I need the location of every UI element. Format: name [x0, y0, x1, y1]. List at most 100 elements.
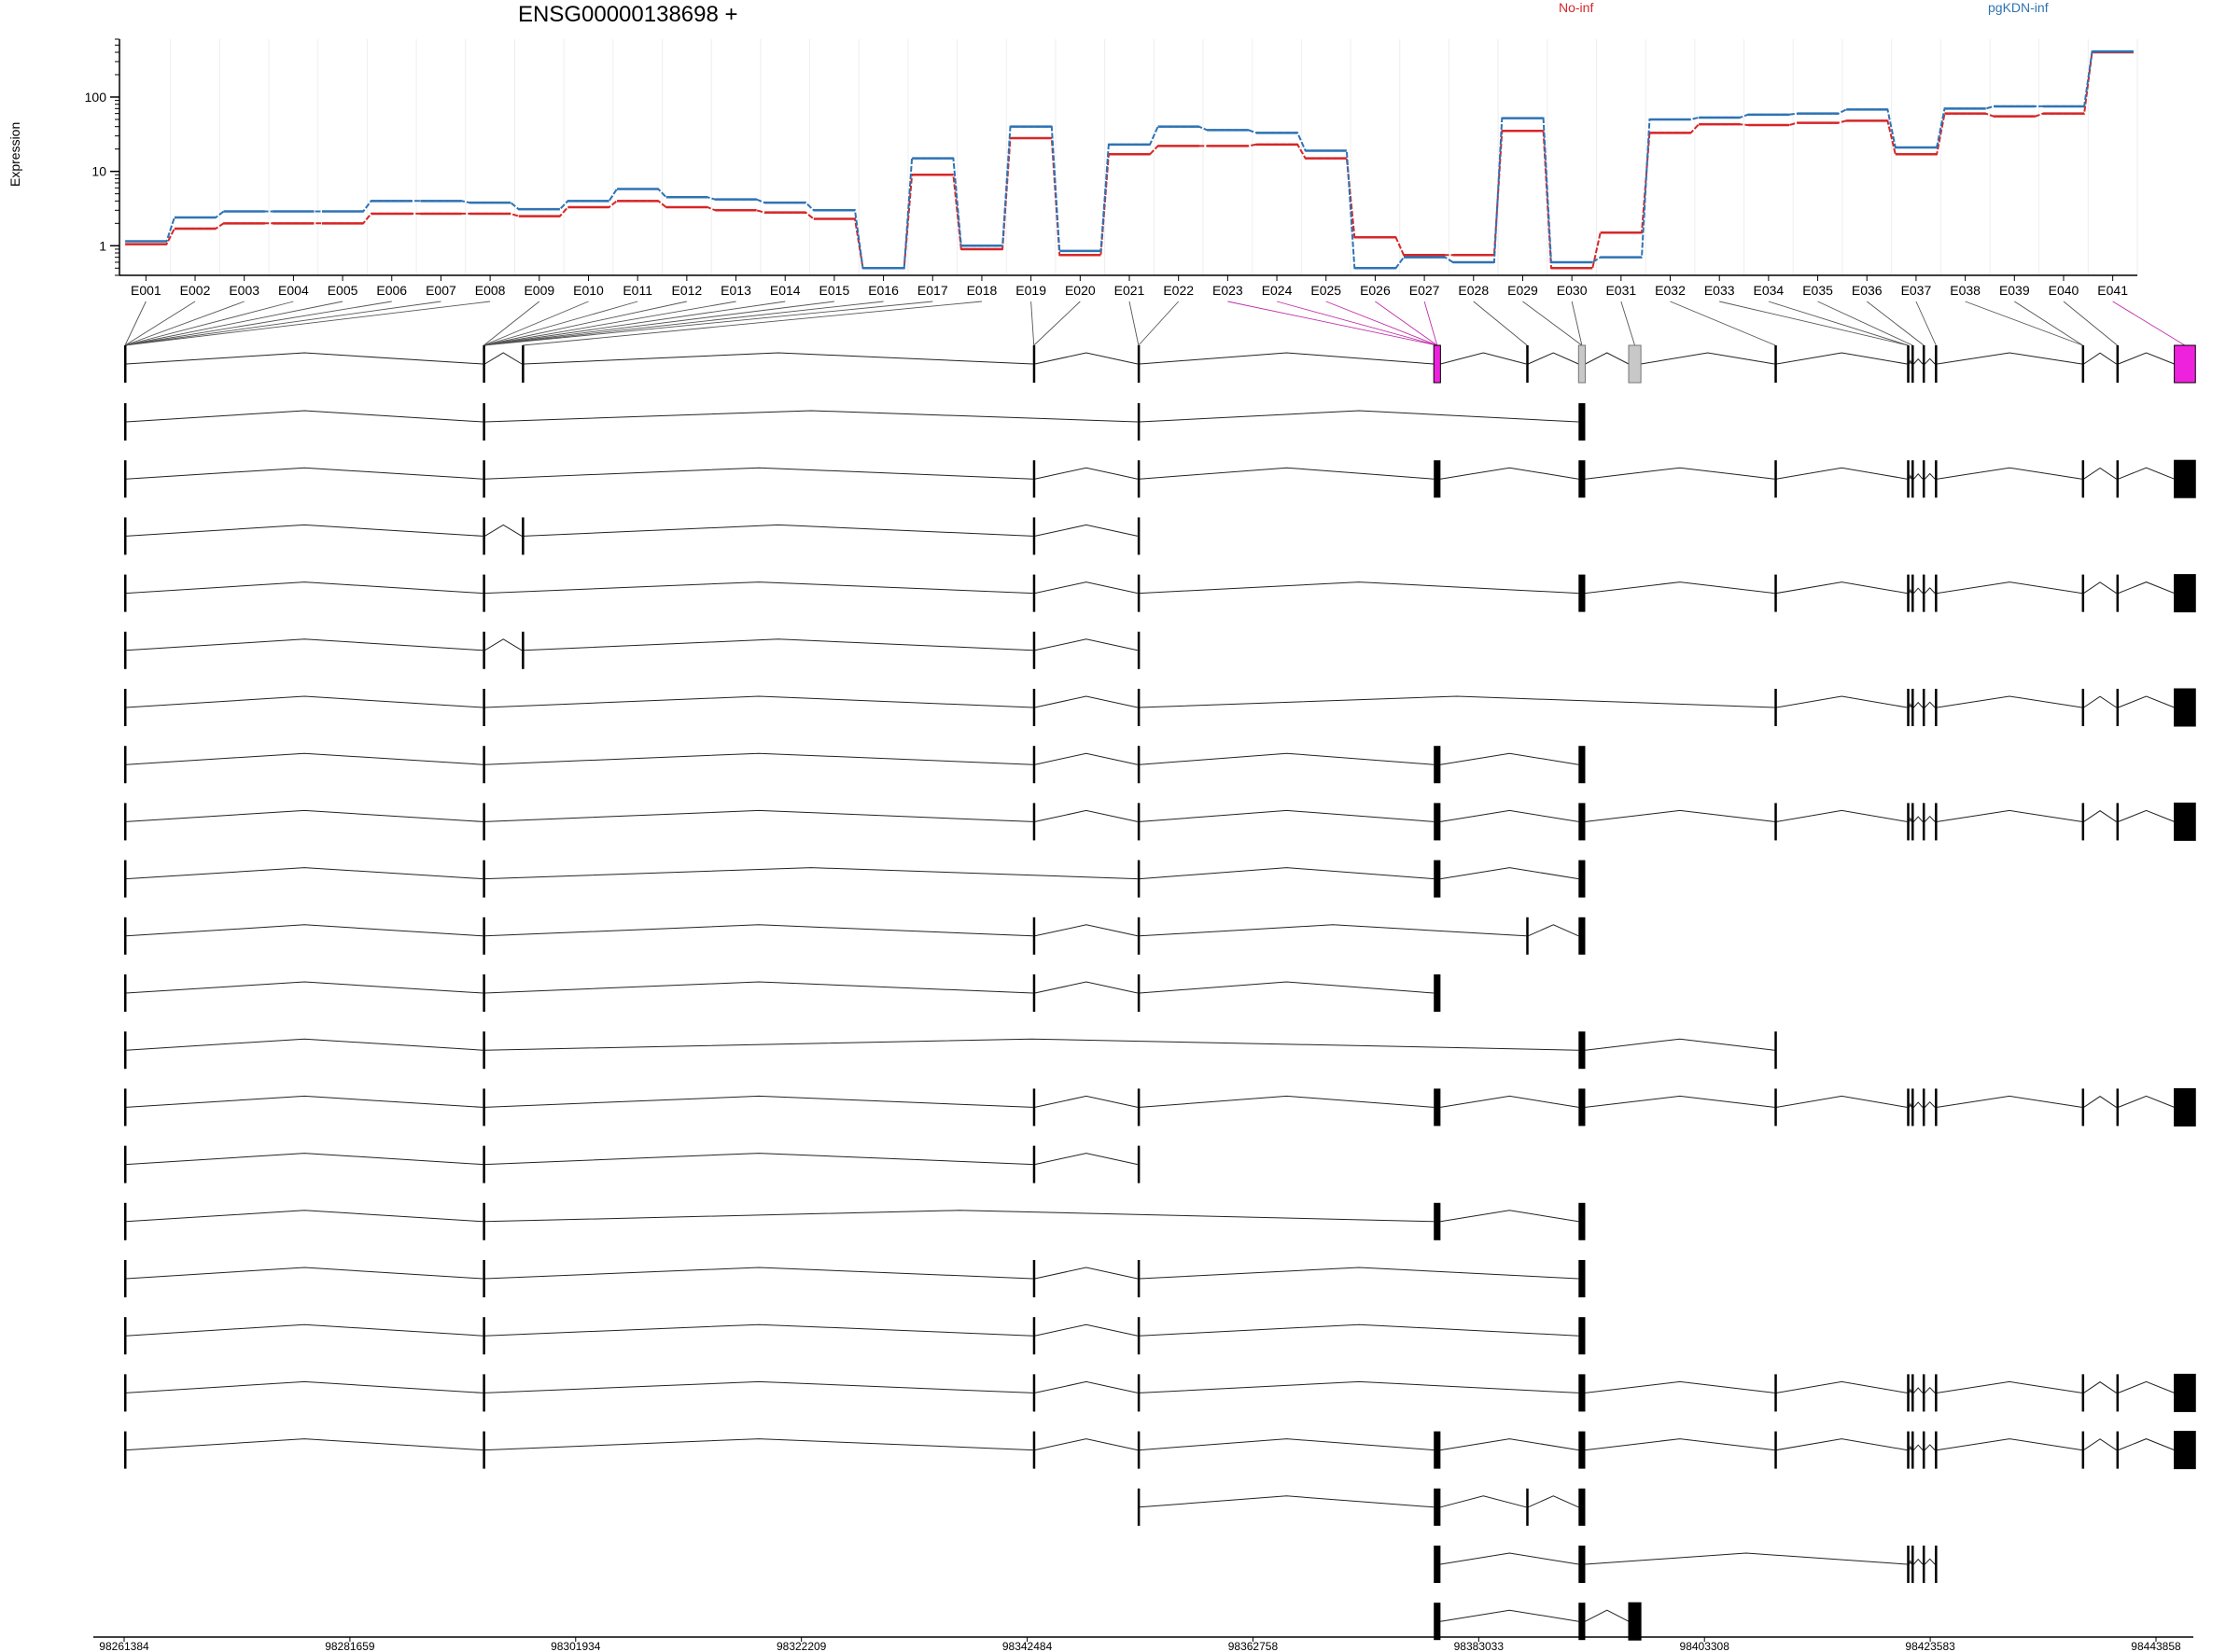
bin-exon-connector — [483, 301, 736, 346]
x-tick-label: E034 — [1754, 283, 1785, 298]
intron-line — [1913, 701, 1924, 708]
exon-block — [1137, 1488, 1141, 1526]
intron-line — [1909, 1445, 1912, 1450]
genomic-tick-label: 98362758 — [1228, 1640, 1279, 1652]
intron-line — [2083, 352, 2117, 365]
intron-line — [125, 1153, 483, 1166]
x-tick-label: E027 — [1409, 283, 1440, 298]
intron-line — [2118, 1380, 2175, 1393]
intron-line — [1913, 1101, 1924, 1108]
intron-line — [1937, 809, 2082, 822]
exon-block — [483, 631, 485, 669]
x-tick-label: E020 — [1065, 283, 1096, 298]
intron-line — [1585, 467, 1775, 480]
intron-line — [1937, 467, 2082, 480]
intron-line — [1440, 352, 1527, 365]
genomic-tick-label: 98443858 — [2131, 1640, 2181, 1652]
bin-exon-connector — [483, 301, 687, 346]
intron-line — [1139, 467, 1435, 480]
intron-line — [1440, 1609, 1579, 1622]
exon-block — [124, 574, 127, 612]
exon-block — [483, 746, 485, 784]
intron-line — [125, 410, 483, 423]
x-tick-label: E028 — [1458, 283, 1489, 298]
exon-block — [124, 403, 127, 441]
exon-block — [1578, 860, 1586, 898]
intron-line — [1139, 1438, 1435, 1451]
intron-line — [1909, 474, 1912, 480]
intron-line — [125, 1380, 483, 1393]
exon-block — [2081, 1374, 2085, 1412]
x-tick-label: E003 — [229, 283, 259, 298]
x-tick-label: E006 — [376, 283, 407, 298]
intron-line — [1034, 638, 1138, 651]
exon-block — [1774, 574, 1777, 612]
exon-block — [1578, 1260, 1586, 1297]
exon-block — [1907, 345, 1910, 383]
exon-block — [1911, 1431, 1914, 1469]
intron-line — [1909, 1102, 1912, 1108]
genomic-tick-label: 98281659 — [325, 1640, 375, 1652]
exon-block — [2081, 345, 2085, 383]
x-tick-label: E033 — [1704, 283, 1735, 298]
x-tick-label: E023 — [1212, 283, 1243, 298]
intron-line — [1776, 695, 1908, 708]
intron-line — [484, 924, 1033, 937]
bin-exon-connector — [1768, 301, 1909, 346]
exon-block — [124, 1431, 127, 1469]
exon-block — [124, 460, 127, 498]
exon-block — [483, 974, 485, 1012]
x-tick-label: E038 — [1950, 283, 1981, 298]
bin-exon-connector — [124, 301, 196, 346]
intron-line — [125, 1438, 483, 1451]
intron-line — [1776, 581, 1908, 595]
exon-block — [124, 1317, 127, 1355]
intron-line — [484, 524, 523, 537]
intron-line — [1585, 1609, 1630, 1622]
x-tick-label: E005 — [328, 283, 358, 298]
intron-line — [1440, 867, 1579, 880]
exon-block — [1907, 1431, 1910, 1469]
y-tick-label: 100 — [85, 90, 107, 105]
exon-block — [1137, 917, 1141, 955]
exon-block — [483, 803, 485, 841]
intron-line — [2083, 1381, 2117, 1393]
x-tick-label: E041 — [2097, 283, 2128, 298]
intron-line — [1924, 357, 1936, 365]
intron-line — [2118, 695, 2175, 708]
exon-block — [1032, 460, 1036, 498]
exon-block — [2081, 803, 2085, 841]
y-tick-label: 1 — [99, 238, 106, 253]
intron-line — [1139, 410, 1579, 423]
intron-line — [1585, 1438, 1775, 1451]
exon-block — [124, 345, 127, 383]
exon-block — [1526, 345, 1529, 383]
exon-block — [1774, 803, 1777, 841]
x-tick-label: E032 — [1655, 283, 1686, 298]
intron-line — [484, 1323, 1033, 1337]
genomic-tick-label: 98423583 — [1905, 1640, 1955, 1652]
bin-exon-connector — [1375, 301, 1438, 346]
exon-block — [1137, 689, 1141, 726]
intron-line — [1924, 587, 1936, 594]
intron-line — [125, 1038, 483, 1051]
exon-block — [1137, 403, 1141, 441]
intron-line — [1585, 809, 1775, 822]
intron-line — [1913, 1558, 1924, 1565]
exon-block — [483, 1317, 485, 1355]
exon-block — [483, 860, 485, 898]
exon-block — [483, 517, 485, 555]
intron-line — [1909, 702, 1912, 708]
exon-block — [1434, 1603, 1441, 1641]
exon-block — [2116, 689, 2120, 726]
exon-block — [1137, 974, 1141, 1012]
exon-block — [1032, 917, 1036, 955]
exon-block — [1032, 1145, 1036, 1183]
exon-block — [1032, 1431, 1036, 1469]
bin-exon-connector — [483, 301, 786, 346]
x-tick-label: E002 — [180, 283, 211, 298]
x-tick-label: E022 — [1163, 283, 1194, 298]
x-tick-label: E037 — [1901, 283, 1932, 298]
series-line — [125, 51, 2134, 270]
exon-block — [1911, 574, 1914, 612]
